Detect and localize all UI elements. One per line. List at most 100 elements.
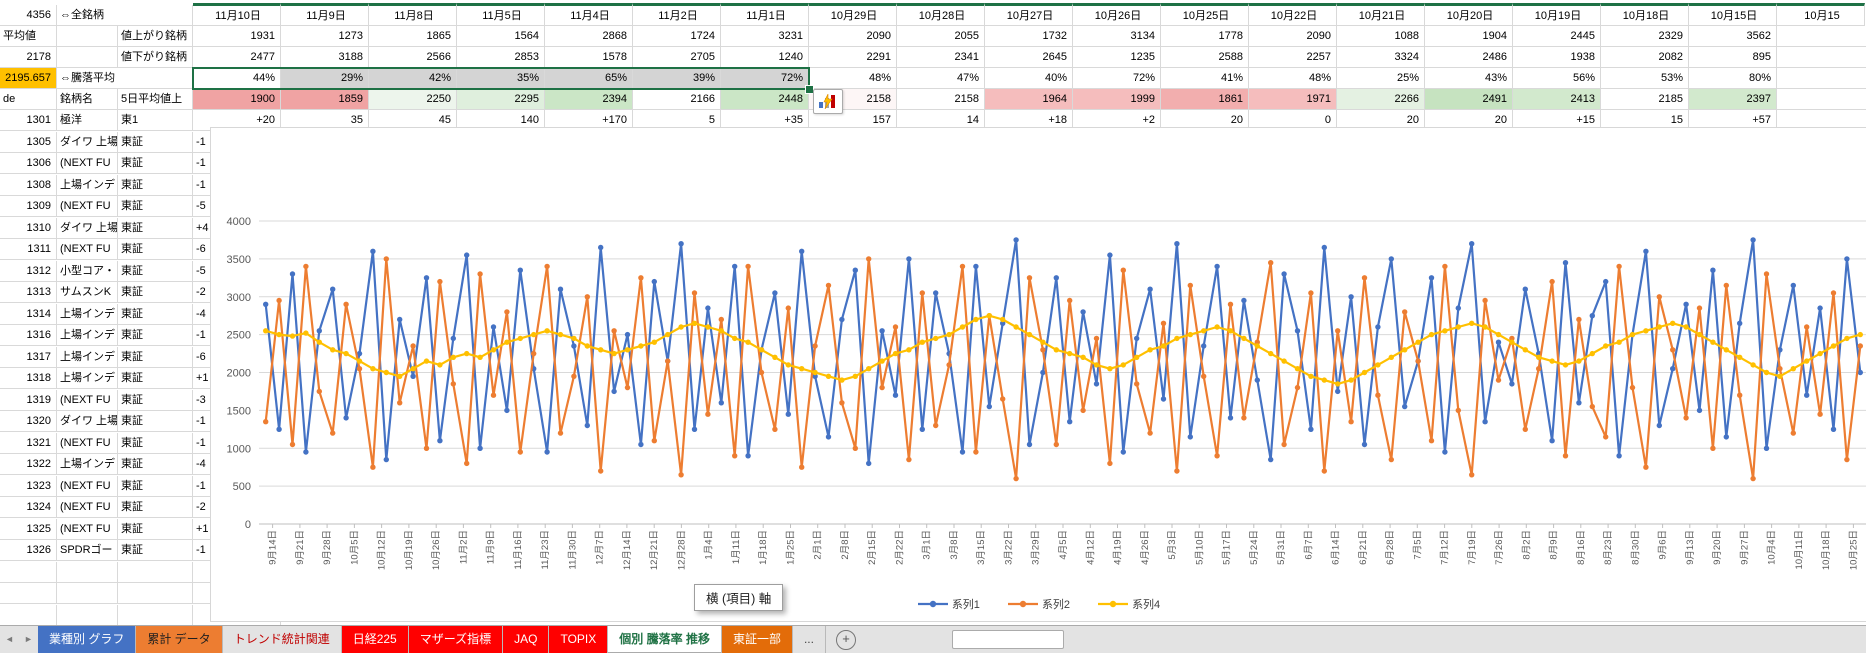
stock-market-cell[interactable]: 東証 bbox=[118, 196, 193, 217]
value-cell[interactable]: 2185 bbox=[1601, 89, 1689, 110]
stock-name-cell[interactable]: 上場インデ bbox=[57, 454, 118, 475]
value-cell[interactable]: 1088 bbox=[1337, 26, 1425, 47]
value-cell[interactable]: 1578 bbox=[545, 47, 633, 68]
stock-code-cell[interactable]: 1325 bbox=[0, 518, 57, 540]
sheet-tab[interactable]: トレンド統計関連 bbox=[223, 626, 342, 653]
stock-market-cell[interactable]: 東証 bbox=[118, 131, 193, 153]
sheet-tab[interactable]: 個別 騰落率 推移 bbox=[608, 626, 722, 653]
value-cell[interactable]: 2295 bbox=[457, 89, 545, 110]
stock-code-cell[interactable]: 1311 bbox=[0, 239, 57, 260]
empty-cell[interactable] bbox=[57, 604, 118, 626]
stock-name-cell[interactable]: (NEXT FU bbox=[57, 518, 118, 540]
value-cell[interactable]: 1900 bbox=[193, 89, 281, 110]
stock-market-cell[interactable]: 東証 bbox=[118, 282, 193, 303]
legend-entry[interactable]: 系列2 bbox=[1007, 596, 1070, 612]
stock-code-cell[interactable]: 1318 bbox=[0, 368, 57, 389]
stock-name-cell[interactable]: サムスンK bbox=[57, 282, 118, 303]
sheet-tab[interactable]: 日経225 bbox=[341, 626, 409, 653]
chart-area[interactable]: 0 500 1000 1500 2000 2500 3000 3500 4000 9月14日 9月2… bbox=[210, 127, 1866, 622]
stock-market-cell[interactable]: 東証 bbox=[118, 368, 193, 389]
stock-code-cell[interactable]: 1301 bbox=[0, 110, 57, 131]
empty-cell[interactable] bbox=[118, 561, 193, 583]
stock-name-cell[interactable]: (NEXT FU bbox=[57, 153, 118, 174]
stock-name-cell[interactable]: 上場インデ bbox=[57, 325, 118, 346]
value-cell[interactable]: 42% bbox=[369, 68, 457, 89]
value-cell[interactable]: 35% bbox=[457, 68, 545, 89]
value-cell[interactable]: 1865 bbox=[369, 26, 457, 47]
value-cell[interactable]: 47% bbox=[897, 68, 985, 89]
stock-code-cell[interactable]: 1309 bbox=[0, 196, 57, 217]
stock-market-cell[interactable]: 東証 bbox=[118, 454, 193, 475]
value-cell[interactable]: 41% bbox=[1161, 68, 1249, 89]
stock-market-cell[interactable]: 東1 bbox=[118, 110, 193, 131]
stock-code-cell[interactable]: 1326 bbox=[0, 540, 57, 561]
value-cell[interactable]: 2090 bbox=[1249, 26, 1337, 47]
cell-mean-label[interactable]: 平均値 bbox=[0, 26, 57, 47]
stock-name-cell[interactable]: 上場インデ bbox=[57, 303, 118, 325]
value-cell[interactable]: 1778 bbox=[1161, 26, 1249, 47]
stock-name-cell[interactable]: ダイワ 上場 bbox=[57, 217, 118, 239]
value-cell[interactable]: 1904 bbox=[1425, 26, 1513, 47]
cell-blank[interactable] bbox=[57, 26, 118, 47]
value-cell[interactable]: 3188 bbox=[281, 47, 369, 68]
stock-code-cell[interactable]: 1320 bbox=[0, 411, 57, 432]
stock-market-cell[interactable]: 東証 bbox=[118, 411, 193, 432]
cell-avg-label[interactable]: ⇔騰落平均 bbox=[57, 68, 193, 89]
stock-name-cell[interactable]: (NEXT FU bbox=[57, 196, 118, 217]
cell-name-header[interactable]: 銘柄名 bbox=[57, 89, 118, 110]
cell-avg-value[interactable]: 2195.657 bbox=[0, 68, 57, 89]
date-header-cell[interactable]: 10月21日 bbox=[1337, 3, 1425, 26]
value-cell[interactable]: 2705 bbox=[633, 47, 721, 68]
value-cell[interactable]: 1859 bbox=[281, 89, 369, 110]
value-cell[interactable]: +170 bbox=[545, 110, 633, 131]
value-cell[interactable]: 2566 bbox=[369, 47, 457, 68]
value-cell[interactable]: 72% bbox=[721, 68, 809, 89]
value-cell[interactable]: 2257 bbox=[1249, 47, 1337, 68]
date-header-cell[interactable]: 10月26日 bbox=[1073, 3, 1161, 26]
value-cell[interactable]: 1273 bbox=[281, 26, 369, 47]
value-cell[interactable]: 1235 bbox=[1073, 47, 1161, 68]
cell-all-label[interactable]: ⇔全銘柄 bbox=[57, 5, 193, 26]
date-header-cell[interactable]: 10月25日 bbox=[1161, 3, 1249, 26]
stock-market-cell[interactable]: 東証 bbox=[118, 303, 193, 325]
value-cell[interactable]: 1240 bbox=[721, 47, 809, 68]
value-cell[interactable]: 3231 bbox=[721, 26, 809, 47]
date-header-cell[interactable]: 11月5日 bbox=[457, 3, 545, 26]
value-cell[interactable]: 1861 bbox=[1161, 89, 1249, 110]
sheet-tab[interactable]: 東証一部 bbox=[721, 626, 793, 653]
cell-all-count[interactable]: 4356 bbox=[0, 5, 57, 26]
stock-market-cell[interactable]: 東証 bbox=[118, 540, 193, 561]
value-cell[interactable]: 40% bbox=[985, 68, 1073, 89]
date-header-cell[interactable]: 10月19日 bbox=[1513, 3, 1601, 26]
stock-market-cell[interactable]: 東証 bbox=[118, 260, 193, 282]
stock-name-cell[interactable]: ダイワ 上場 bbox=[57, 131, 118, 153]
stock-name-cell[interactable]: (NEXT FU bbox=[57, 239, 118, 260]
value-cell[interactable]: 48% bbox=[1249, 68, 1337, 89]
value-cell[interactable] bbox=[1777, 47, 1866, 68]
cell-avg5-header[interactable]: 5日平均値上 bbox=[118, 89, 193, 110]
sheet-tab[interactable]: ... bbox=[793, 626, 826, 653]
stock-name-cell[interactable]: (NEXT FU bbox=[57, 432, 118, 454]
value-cell[interactable]: 2868 bbox=[545, 26, 633, 47]
value-cell[interactable]: 80% bbox=[1689, 68, 1777, 89]
stock-market-cell[interactable]: 東証 bbox=[118, 174, 193, 196]
tab-nav-left-icon[interactable]: ◄ bbox=[5, 634, 14, 644]
stock-code-cell[interactable]: 1306 bbox=[0, 153, 57, 174]
date-header-cell[interactable]: 10月15日 bbox=[1689, 3, 1777, 26]
stock-market-cell[interactable]: 東証 bbox=[118, 153, 193, 174]
date-header-cell[interactable]: 11月8日 bbox=[369, 3, 457, 26]
value-cell[interactable]: 2853 bbox=[457, 47, 545, 68]
stock-code-cell[interactable]: 1321 bbox=[0, 432, 57, 454]
stock-code-cell[interactable]: 1308 bbox=[0, 174, 57, 196]
value-cell[interactable]: 2588 bbox=[1161, 47, 1249, 68]
stock-name-cell[interactable]: 上場インデ bbox=[57, 368, 118, 389]
horizontal-scrollbar-thumb[interactable] bbox=[952, 630, 1064, 649]
value-cell[interactable]: 3134 bbox=[1073, 26, 1161, 47]
value-cell[interactable]: 2266 bbox=[1337, 89, 1425, 110]
stock-market-cell[interactable]: 東証 bbox=[118, 325, 193, 346]
date-header-cell[interactable]: 11月2日 bbox=[633, 3, 721, 26]
value-cell[interactable]: 2445 bbox=[1513, 26, 1601, 47]
value-cell[interactable]: 2055 bbox=[897, 26, 985, 47]
value-cell[interactable]: 1564 bbox=[457, 26, 545, 47]
value-cell[interactable]: 48% bbox=[809, 68, 897, 89]
